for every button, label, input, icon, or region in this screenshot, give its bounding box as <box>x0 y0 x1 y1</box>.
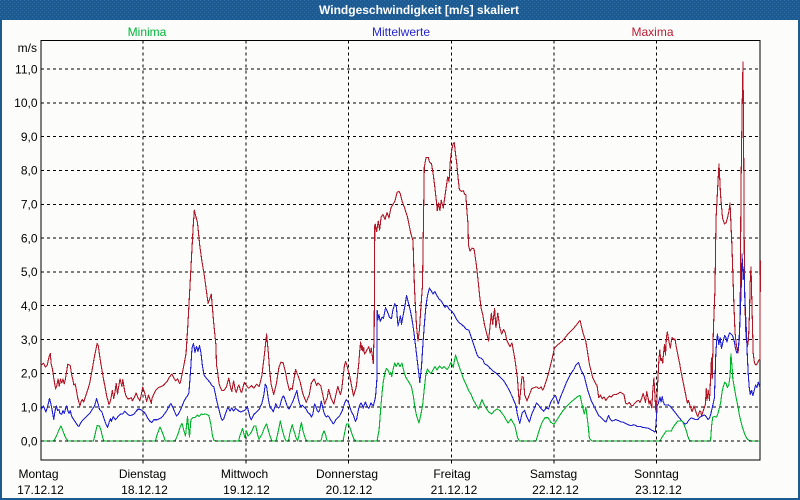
svg-text:0,0: 0,0 <box>21 434 38 448</box>
svg-text:22.12.12: 22.12.12 <box>532 483 579 497</box>
svg-text:8,0: 8,0 <box>21 164 38 178</box>
svg-text:17.12.12: 17.12.12 <box>17 483 64 497</box>
svg-text:Samstag: Samstag <box>530 467 577 481</box>
svg-text:20.12.12: 20.12.12 <box>326 483 373 497</box>
svg-text:4,0: 4,0 <box>21 299 38 313</box>
svg-text:10,0: 10,0 <box>14 96 38 110</box>
svg-text:5,0: 5,0 <box>21 265 38 279</box>
svg-text:23.12.12: 23.12.12 <box>635 483 682 497</box>
svg-text:9,0: 9,0 <box>21 130 38 144</box>
svg-text:Montag: Montag <box>18 467 58 481</box>
svg-text:Sonntag: Sonntag <box>634 467 679 481</box>
svg-text:Donnerstag: Donnerstag <box>316 467 378 481</box>
svg-text:Freitag: Freitag <box>433 467 470 481</box>
svg-text:Mittwoch: Mittwoch <box>221 467 268 481</box>
svg-text:7,0: 7,0 <box>21 198 38 212</box>
svg-text:11,0: 11,0 <box>15 62 38 76</box>
svg-text:1,0: 1,0 <box>21 401 38 415</box>
svg-text:m/s: m/s <box>18 41 37 55</box>
svg-text:21.12.12: 21.12.12 <box>431 483 478 497</box>
svg-text:Maxima: Maxima <box>631 25 673 39</box>
svg-text:Dienstag: Dienstag <box>119 467 166 481</box>
svg-text:Minima: Minima <box>128 25 167 39</box>
svg-text:3,0: 3,0 <box>21 333 38 347</box>
svg-text:6,0: 6,0 <box>21 231 38 245</box>
svg-text:Mittelwerte: Mittelwerte <box>372 25 430 39</box>
svg-text:2,0: 2,0 <box>21 367 38 381</box>
svg-text:19.12.12: 19.12.12 <box>223 483 270 497</box>
svg-text:18.12.12: 18.12.12 <box>121 483 168 497</box>
